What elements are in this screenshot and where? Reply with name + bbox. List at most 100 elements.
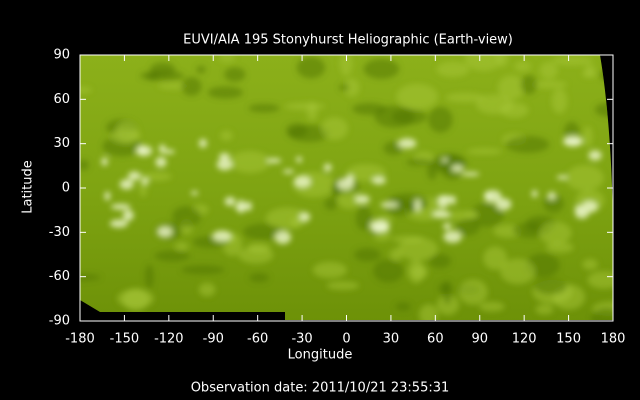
dark-region xyxy=(605,58,614,72)
dark-region xyxy=(363,58,400,79)
solar-map xyxy=(80,55,614,320)
y-axis-label: Latitude xyxy=(21,160,36,214)
active-region xyxy=(163,149,175,154)
active-region xyxy=(442,222,452,230)
active-region xyxy=(323,163,332,172)
active-region xyxy=(495,198,512,211)
bright-region xyxy=(198,282,216,297)
bright-region xyxy=(479,301,505,312)
x-tick-label: -30 xyxy=(291,332,312,347)
observation-date: Observation date: 2011/10/21 23:55:31 xyxy=(191,381,450,396)
active-region xyxy=(443,230,462,243)
active-region xyxy=(432,210,450,219)
dark-region xyxy=(428,253,451,269)
bright-region xyxy=(142,172,172,181)
bright-region xyxy=(583,126,593,147)
bright-region xyxy=(539,61,558,80)
chart-title: EUVI/AIA 195 Stonyhurst Heliographic (Ea… xyxy=(183,33,513,48)
active-region xyxy=(397,138,417,149)
bright-region xyxy=(122,288,149,311)
dark-region xyxy=(172,206,202,228)
dark-region xyxy=(395,302,411,311)
active-region xyxy=(141,177,149,185)
dark-region xyxy=(80,159,89,171)
y-tick-label: 30 xyxy=(53,136,70,151)
bright-region xyxy=(229,151,271,173)
x-tick-label: -60 xyxy=(247,332,268,347)
active-region xyxy=(531,190,538,198)
bright-region xyxy=(445,93,486,103)
bright-region xyxy=(582,258,598,270)
bright-region xyxy=(483,246,508,270)
bright-region xyxy=(284,102,326,110)
dark-region xyxy=(438,282,451,295)
dark-region xyxy=(373,259,404,283)
bright-region xyxy=(115,120,139,143)
bright-region xyxy=(496,55,509,67)
bright-region xyxy=(535,304,554,315)
bright-region xyxy=(321,117,348,140)
active-region xyxy=(461,171,480,177)
y-tick-label: -60 xyxy=(49,269,70,284)
active-region xyxy=(127,171,141,181)
active-region xyxy=(274,230,292,244)
active-region xyxy=(190,190,199,196)
bright-region xyxy=(441,210,479,221)
bright-region xyxy=(436,61,470,78)
dark-region xyxy=(354,247,381,262)
active-region xyxy=(293,175,312,188)
active-region xyxy=(236,199,246,214)
x-axis-label: Longitude xyxy=(288,348,353,363)
dark-region xyxy=(543,194,564,213)
dark-region xyxy=(456,218,480,236)
dark-region xyxy=(599,68,614,82)
dark-region xyxy=(590,307,614,320)
bright-region xyxy=(247,242,271,253)
x-tick-label: 90 xyxy=(471,332,488,347)
active-region xyxy=(155,156,167,168)
dark-region xyxy=(145,264,154,289)
x-tick-label: 180 xyxy=(601,332,626,347)
active-region xyxy=(216,158,233,171)
dark-region xyxy=(469,202,504,227)
bright-region xyxy=(551,88,568,114)
dark-region xyxy=(520,75,538,95)
bright-region xyxy=(529,80,568,89)
active-region xyxy=(451,164,464,172)
active-region xyxy=(441,157,448,163)
bright-region xyxy=(552,55,593,66)
active-region xyxy=(266,158,282,164)
bright-region xyxy=(343,78,360,97)
bright-region xyxy=(80,86,92,94)
active-region xyxy=(109,219,128,228)
bright-region xyxy=(538,221,572,245)
dark-region xyxy=(224,67,246,82)
bright-region xyxy=(500,258,536,284)
active-region xyxy=(110,203,131,210)
bright-region xyxy=(326,281,360,290)
bright-region xyxy=(337,190,361,209)
active-region xyxy=(556,175,568,180)
active-region xyxy=(437,195,450,208)
active-region xyxy=(380,201,399,208)
dark-region xyxy=(80,273,101,281)
bright-region xyxy=(391,235,425,243)
active-region xyxy=(296,156,303,163)
map-features xyxy=(80,55,614,320)
bright-region xyxy=(306,101,318,121)
bright-region xyxy=(158,82,189,90)
x-tick-label: 150 xyxy=(556,332,581,347)
dark-region xyxy=(296,56,326,79)
dark-region xyxy=(324,197,338,211)
dark-region xyxy=(150,62,176,76)
bright-region xyxy=(407,259,425,284)
dark-region xyxy=(286,123,308,138)
dark-region xyxy=(374,105,415,128)
active-region xyxy=(346,174,355,184)
active-region xyxy=(122,209,134,221)
bright-region xyxy=(514,61,531,72)
x-tick-label: 120 xyxy=(512,332,537,347)
active-region xyxy=(104,191,111,201)
active-region xyxy=(563,138,582,146)
